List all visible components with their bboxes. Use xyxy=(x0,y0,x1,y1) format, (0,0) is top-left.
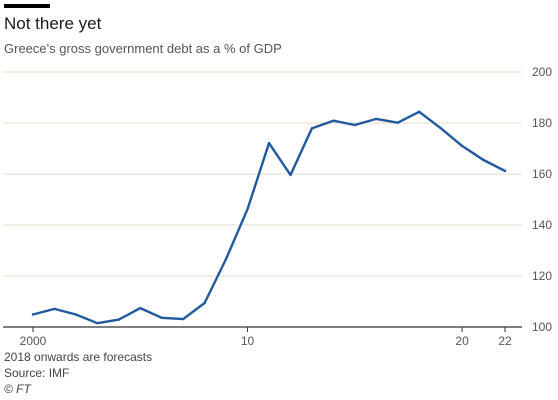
data-point-2020 xyxy=(460,144,464,148)
data-point-2016 xyxy=(375,117,378,121)
data-point-2009 xyxy=(224,257,228,261)
data-point-2000 xyxy=(31,313,35,316)
data-point-2017 xyxy=(396,121,399,124)
data-point-2006 xyxy=(160,316,163,320)
data-point-2011 xyxy=(267,141,271,145)
data-point-2001 xyxy=(53,307,56,311)
y-tick-label-180: 180 xyxy=(532,116,552,130)
header-rule xyxy=(4,4,50,8)
data-point-2019 xyxy=(439,126,442,130)
y-tick-label-160: 160 xyxy=(532,167,552,181)
data-point-2018 xyxy=(417,110,421,113)
data-point-2004 xyxy=(117,318,121,321)
data-point-2002 xyxy=(74,313,78,316)
chart-subtitle: Greece's gross government debt as a % of… xyxy=(4,41,282,56)
gridlines xyxy=(3,71,522,328)
series-points xyxy=(31,110,507,325)
y-tick-label-140: 140 xyxy=(532,218,552,232)
x-tick-label-2010: 10 xyxy=(241,334,255,348)
data-point-2013 xyxy=(310,127,314,130)
y-tick-label-200: 200 xyxy=(532,65,552,79)
data-point-2007 xyxy=(181,317,185,321)
copyright-note: © FT xyxy=(4,382,31,396)
x-tick-label-2022: 22 xyxy=(498,334,512,348)
y-axis-ticks: 100 120 140 160 180 200 xyxy=(532,65,552,334)
x-axis-ticks: 2000 10 20 22 xyxy=(20,327,512,348)
y-tick-label-120: 120 xyxy=(532,269,552,283)
y-tick-label-100: 100 xyxy=(532,320,552,334)
x-tick-label-2000: 2000 xyxy=(20,334,47,348)
data-point-2014 xyxy=(332,119,335,122)
data-point-2021 xyxy=(482,158,485,162)
x-tick-label-2020: 20 xyxy=(455,334,469,348)
data-point-2005 xyxy=(139,306,142,310)
data-point-2003 xyxy=(96,321,99,325)
data-point-2012 xyxy=(289,173,292,177)
forecast-note: 2018 onwards are forecasts xyxy=(4,350,153,364)
data-point-2015 xyxy=(353,123,357,127)
chart-title: Not there yet xyxy=(4,14,102,33)
data-point-2008 xyxy=(203,301,206,305)
data-point-2010 xyxy=(246,207,249,211)
source-note: Source: IMF xyxy=(4,366,70,380)
data-point-2022 xyxy=(503,169,507,173)
